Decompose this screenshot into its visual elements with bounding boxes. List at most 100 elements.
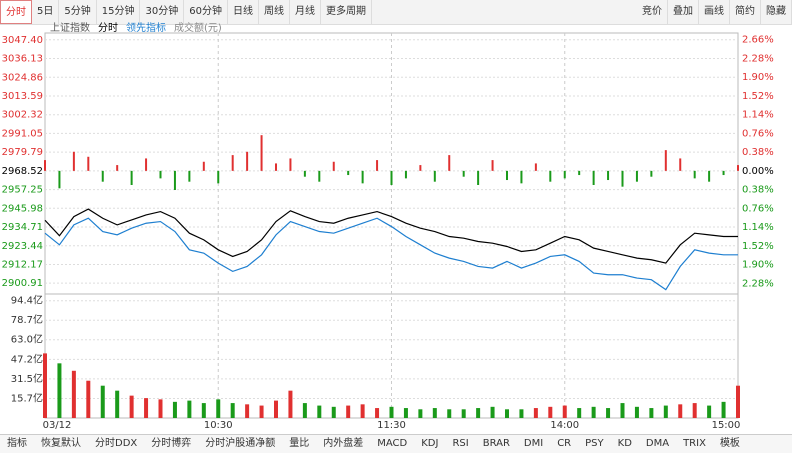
legend-label: 领先指标 xyxy=(126,21,166,34)
tab[interactable]: KD xyxy=(617,438,632,449)
tab[interactable]: 量比 xyxy=(289,438,310,449)
tab[interactable]: KDJ xyxy=(421,438,439,449)
tab[interactable]: 分时博弈 xyxy=(151,438,192,449)
x-tick-label: 14:00 xyxy=(550,420,579,431)
tab[interactable]: 日线 xyxy=(228,0,259,24)
tab[interactable]: 30分钟 xyxy=(140,0,185,24)
tab[interactable]: 叠加 xyxy=(668,0,699,24)
volume-bar xyxy=(317,405,322,418)
tab[interactable]: 60分钟 xyxy=(184,0,228,24)
volume-bar xyxy=(678,404,683,418)
tab[interactable]: 竞价 xyxy=(637,0,668,24)
tab[interactable]: 指标 xyxy=(7,438,27,449)
tab[interactable]: 5分钟 xyxy=(59,0,97,24)
volume-bar xyxy=(346,405,351,418)
volume-bar xyxy=(533,408,538,418)
volume-bar xyxy=(476,408,481,418)
tab[interactable]: 画线 xyxy=(699,0,730,24)
v-tick-label: 15.7亿 xyxy=(11,391,43,404)
volume-bar xyxy=(663,405,668,418)
tab[interactable]: 分时DDX xyxy=(95,438,138,449)
tab[interactable]: CR xyxy=(557,438,572,449)
y2-tick-label: 1.14% xyxy=(742,222,774,233)
v-tick-label: 47.2亿 xyxy=(11,352,43,365)
volume-bar xyxy=(86,380,91,418)
volume-bar xyxy=(620,403,625,418)
tab[interactable]: 内外盘差 xyxy=(323,438,364,449)
tab[interactable]: PSY xyxy=(585,438,604,449)
tab[interactable]: DMI xyxy=(523,438,544,449)
volume-bar xyxy=(259,405,264,418)
y-tick-label: 2945.98 xyxy=(2,203,43,214)
volume-bar xyxy=(115,390,120,418)
tab[interactable]: 15分钟 xyxy=(97,0,141,24)
legend-label: 分时 xyxy=(98,22,118,34)
y-tick-label: 3013.59 xyxy=(2,91,43,102)
volume-bar xyxy=(721,401,726,418)
toolbar: 分时 5日 5分钟 15分钟 30分钟 60分钟 日线 周线 月线 更多周期 竞价 叠加 画线 简约 隐藏 xyxy=(0,0,792,25)
volume-bar xyxy=(288,390,293,418)
y2-tick-label: 0.76% xyxy=(742,128,774,139)
tab[interactable]: RSI xyxy=(452,438,469,449)
y2-tick-label: 1.90% xyxy=(742,72,774,83)
y-tick-label: 2934.71 xyxy=(2,222,43,233)
volume-bar xyxy=(634,406,639,418)
tab[interactable]: 更多周期 xyxy=(321,0,372,24)
volume-bar xyxy=(736,385,740,418)
volume-bar xyxy=(692,403,697,418)
volume-bar xyxy=(43,353,47,418)
x-tick-label: 10:30 xyxy=(204,420,233,431)
volume-bar xyxy=(606,408,611,418)
tab[interactable]: 分时 xyxy=(0,0,32,24)
y2-tick-label: 0.38% xyxy=(742,185,774,196)
price-line xyxy=(44,208,738,264)
volume-bar xyxy=(447,409,452,418)
v-tick-label: 31.5亿 xyxy=(11,372,43,385)
volume-bar xyxy=(187,400,192,418)
y2-tick-label: 1.14% xyxy=(742,110,774,121)
y2-tick-label: 2.28% xyxy=(742,53,774,64)
tab[interactable]: 简约 xyxy=(730,0,761,24)
chart: 上证指数 分时 领先指标 成交额(元) 3047.40 3036.13 3024.86 301… xyxy=(2,21,774,431)
volume-bar xyxy=(519,409,524,418)
y-tick-label: 2900.91 xyxy=(2,278,43,289)
volume-bar xyxy=(57,363,62,418)
tab[interactable]: DMA xyxy=(645,438,670,449)
v-tick-label: 78.7亿 xyxy=(11,313,43,326)
price-line xyxy=(44,217,738,291)
x-tick-label: 03/12 xyxy=(43,420,72,431)
y-tick-label: 3002.32 xyxy=(2,110,43,121)
volume-bar xyxy=(331,406,336,418)
y2-tick-label: 0.38% xyxy=(742,147,774,158)
legend-label: 成交额(元) xyxy=(174,21,222,34)
volume-bar xyxy=(158,399,163,418)
volume-bar xyxy=(172,401,177,418)
volume-bar xyxy=(649,408,654,418)
tab[interactable]: 恢复默认 xyxy=(41,438,81,449)
tab[interactable]: 模板 xyxy=(719,438,740,449)
y2-tick-label: 2.66% xyxy=(742,35,774,46)
tab[interactable]: BRAR xyxy=(482,438,510,449)
y-tick-label: 2968.52 xyxy=(2,166,43,177)
volume-bar xyxy=(432,408,437,418)
tab[interactable]: 月线 xyxy=(290,0,321,24)
volume-bar xyxy=(360,404,365,418)
y-tick-label: 3024.86 xyxy=(2,72,43,83)
v-tick-label: 94.4亿 xyxy=(11,294,43,307)
tab[interactable]: 分时沪股通净额 xyxy=(205,438,276,449)
volume-bar xyxy=(548,406,553,418)
y-tick-label: 3047.40 xyxy=(2,35,43,46)
volume-bar xyxy=(216,399,221,418)
tab[interactable]: 周线 xyxy=(259,0,290,24)
volume-bar xyxy=(302,403,307,418)
y2-tick-label: 0.76% xyxy=(742,203,774,214)
volume-bar xyxy=(403,408,408,418)
tab[interactable]: TRIX xyxy=(683,438,706,449)
bottom-tabs: 指标 恢复默认 分时DDX 分时博弈 分时沪股通净额 量比 内外盘差 MACD KDJ RSI BR… xyxy=(0,434,792,453)
y2-tick-label: 0.00% xyxy=(742,166,774,177)
volume-bar xyxy=(591,406,596,418)
tab[interactable]: MACD xyxy=(377,438,408,449)
v-tick-label: 63.0亿 xyxy=(11,333,43,346)
tab[interactable]: 5日 xyxy=(32,0,60,24)
